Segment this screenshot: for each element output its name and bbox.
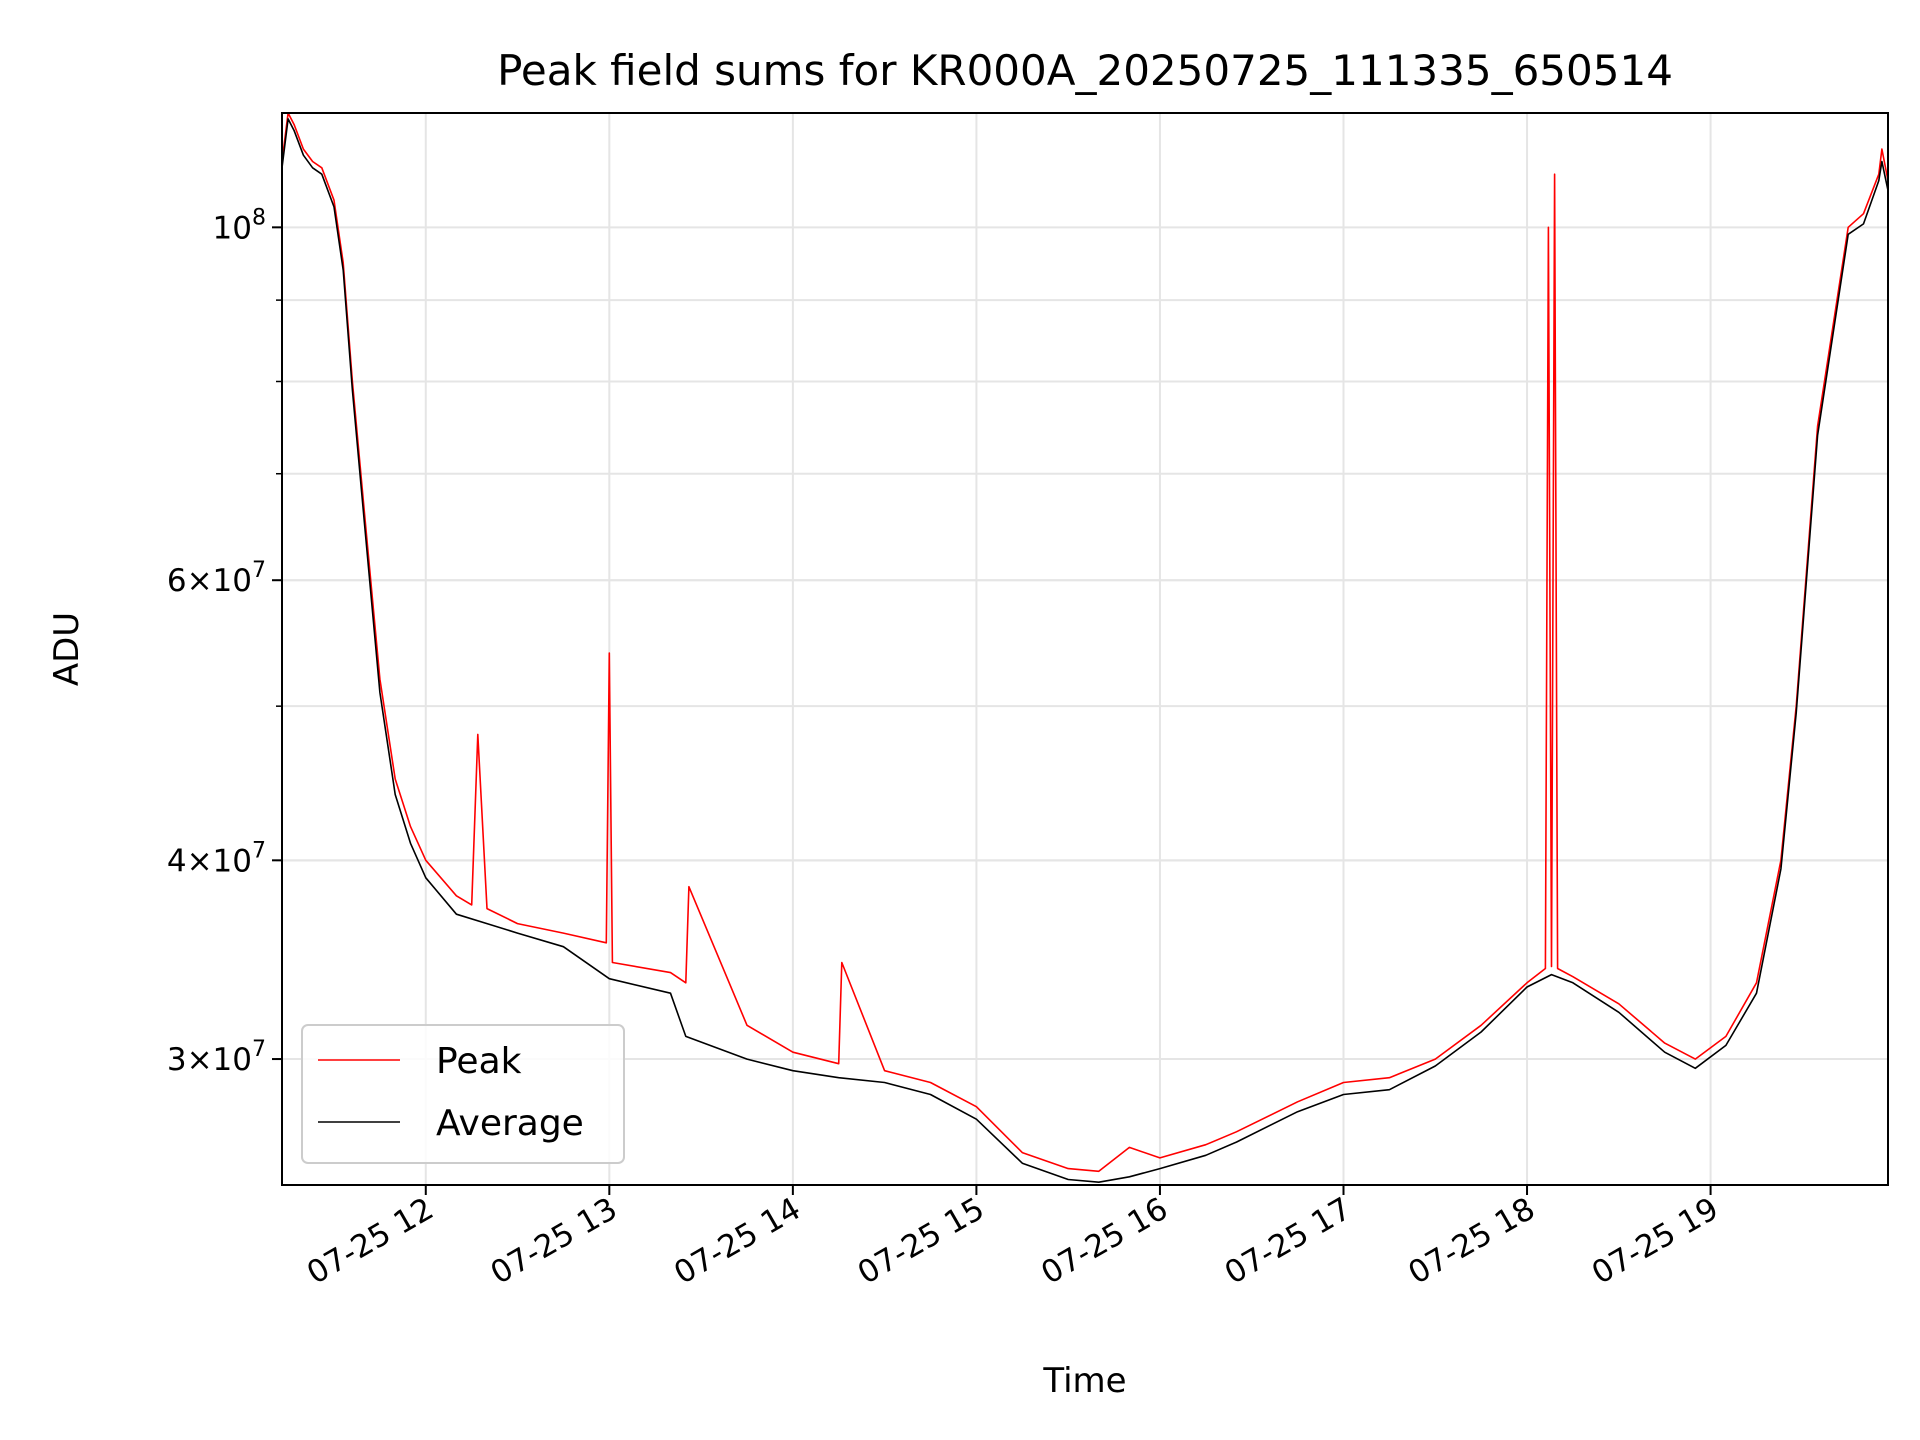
x-axis-title: Time — [1042, 1361, 1126, 1401]
legend-label-peak: Peak — [436, 1041, 522, 1082]
y-tick-multiplier: 3× — [167, 1042, 213, 1078]
y-tick-exponent: 8 — [252, 205, 266, 230]
y-tick-label: 108 — [213, 205, 266, 246]
y-tick-multiplier: 6× — [167, 563, 213, 599]
y-tick-multiplier: 4× — [167, 843, 213, 879]
y-tick-exponent: 7 — [252, 1037, 266, 1062]
legend-label-average: Average — [436, 1103, 584, 1144]
y-tick-label: 4×107 — [167, 838, 266, 879]
plot-frame — [281, 112, 1889, 1186]
y-axis-title: ADU — [47, 612, 87, 686]
y-tick-base: 10 — [213, 563, 252, 599]
y-tick-label: 3×107 — [167, 1037, 266, 1078]
y-tick-base: 10 — [213, 1042, 252, 1078]
series-lines — [281, 112, 1889, 1183]
y-tick-base: 10 — [213, 843, 252, 879]
legend: Peak Average — [301, 1024, 625, 1164]
y-tick-exponent: 7 — [252, 558, 266, 583]
y-tick-base: 10 — [213, 210, 252, 246]
y-tick-label: 6×107 — [167, 558, 266, 599]
chart-title: Peak field sums for KR000A_20250725_1113… — [497, 46, 1673, 95]
y-tick-exponent: 7 — [252, 838, 266, 863]
series-line-average — [281, 118, 1889, 1183]
series-line-peak — [281, 112, 1889, 1173]
